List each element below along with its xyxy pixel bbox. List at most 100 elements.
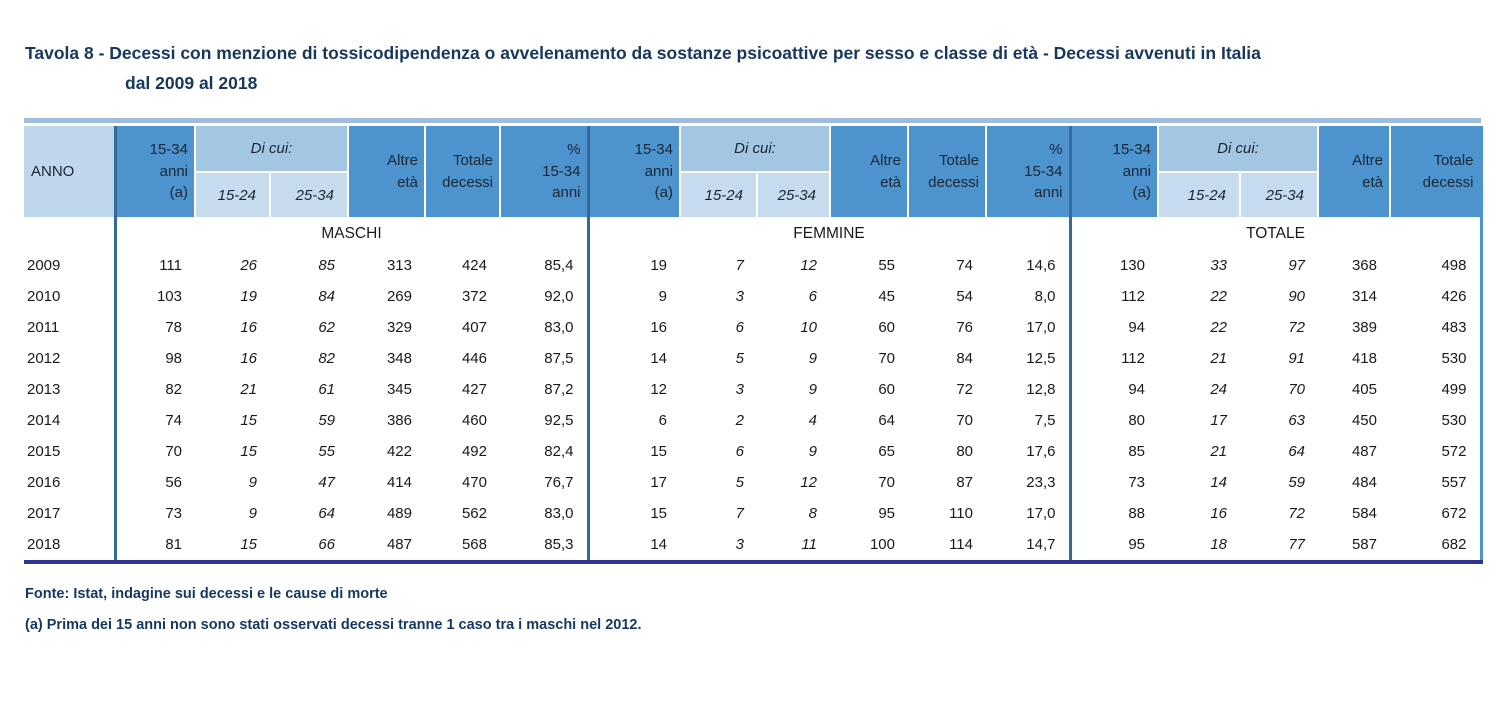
value-cell: 9 bbox=[808, 381, 817, 398]
value-cell: 19 bbox=[586, 250, 680, 281]
value-cell: 17 bbox=[586, 467, 680, 498]
value-cell: 9 bbox=[808, 350, 817, 367]
totale-altre-eta-header: Altre età bbox=[1318, 126, 1391, 217]
value-cell: 90 bbox=[1288, 288, 1305, 305]
value-cell: 389 bbox=[1351, 319, 1377, 336]
value-cell: 9 bbox=[248, 505, 257, 522]
value-cell: 499 bbox=[1390, 374, 1483, 405]
value-cell: 314 bbox=[1351, 288, 1377, 305]
femmine-age-15-34-header: 15-34 anni (a) bbox=[586, 126, 681, 217]
year-cell: 2017 bbox=[27, 505, 61, 522]
value-cell: 70 bbox=[1288, 381, 1305, 398]
maschi-sub-25-34-header: 25-34 bbox=[270, 172, 349, 217]
value-cell: 584 bbox=[1351, 505, 1377, 522]
value-cell: 12 bbox=[800, 474, 817, 491]
value-cell: 2 bbox=[735, 412, 744, 429]
value-cell: 446 bbox=[461, 350, 487, 367]
value-cell: 70 bbox=[878, 350, 895, 367]
value-cell: 12 bbox=[800, 257, 817, 274]
value-cell: 7,5 bbox=[1034, 412, 1056, 429]
value-cell: 76,7 bbox=[544, 474, 574, 491]
value-cell: 487 bbox=[386, 536, 412, 553]
value-cell: 427 bbox=[461, 381, 487, 398]
value-cell: 21 bbox=[1210, 443, 1227, 460]
value-cell: 424 bbox=[461, 257, 487, 274]
value-cell: 17,0 bbox=[1026, 505, 1056, 522]
value-cell: 6 bbox=[586, 405, 680, 436]
value-cell: 672 bbox=[1390, 498, 1483, 529]
value-cell: 492 bbox=[461, 443, 487, 460]
value-cell: 682 bbox=[1390, 529, 1483, 562]
section-label-spacer bbox=[24, 217, 115, 250]
value-cell: 6 bbox=[735, 319, 744, 336]
value-cell: 92,5 bbox=[544, 412, 574, 429]
section-label-maschi: MASCHI bbox=[113, 217, 588, 250]
value-cell: 59 bbox=[1288, 474, 1305, 491]
value-cell: 7 bbox=[735, 505, 744, 522]
value-cell: 63 bbox=[1288, 412, 1305, 429]
value-cell: 15 bbox=[586, 436, 680, 467]
value-cell: 56 bbox=[113, 467, 195, 498]
value-cell: 11 bbox=[801, 536, 817, 553]
section-label-femmine: FEMMINE bbox=[586, 217, 1070, 250]
totale-sub-25-34-header: 25-34 bbox=[1240, 172, 1319, 217]
value-cell: 97 bbox=[1288, 257, 1305, 274]
value-cell: 130 bbox=[1068, 250, 1158, 281]
value-cell: 73 bbox=[113, 498, 195, 529]
value-cell: 572 bbox=[1390, 436, 1483, 467]
femmine-altre-eta-header: Altre età bbox=[830, 126, 909, 217]
value-cell: 450 bbox=[1351, 412, 1377, 429]
value-cell: 17 bbox=[1210, 412, 1227, 429]
femmine-totale-decessi-header: Totale decessi bbox=[908, 126, 987, 217]
value-cell: 15 bbox=[240, 536, 257, 553]
value-cell: 3 bbox=[735, 288, 744, 305]
value-cell: 14,6 bbox=[1026, 257, 1056, 274]
table-title-line2: dal 2009 al 2018 bbox=[125, 73, 258, 93]
value-cell: 74 bbox=[113, 405, 195, 436]
value-cell: 64 bbox=[878, 412, 895, 429]
table-row: 2013 82 21 61 345 427 87,2 12 3 9 60 72 12,8 94 24 70 40… bbox=[24, 374, 1483, 405]
value-cell: 372 bbox=[461, 288, 487, 305]
value-cell: 345 bbox=[386, 381, 412, 398]
value-cell: 9 bbox=[586, 281, 680, 312]
value-cell: 484 bbox=[1351, 474, 1377, 491]
value-cell: 88 bbox=[1068, 498, 1158, 529]
value-cell: 82 bbox=[318, 350, 335, 367]
maschi-age-15-34-header: 15-34 anni (a) bbox=[113, 126, 196, 217]
year-cell: 2012 bbox=[27, 350, 61, 367]
value-cell: 12,5 bbox=[1026, 350, 1056, 367]
value-cell: 426 bbox=[1390, 281, 1483, 312]
value-cell: 405 bbox=[1351, 381, 1377, 398]
value-cell: 74 bbox=[956, 257, 973, 274]
value-cell: 110 bbox=[949, 505, 973, 522]
value-cell: 3 bbox=[735, 536, 744, 553]
value-cell: 368 bbox=[1351, 257, 1377, 274]
value-cell: 498 bbox=[1390, 250, 1483, 281]
year-cell: 2018 bbox=[27, 536, 61, 553]
value-cell: 95 bbox=[878, 505, 895, 522]
report-page: Tavola 8 - Decessi con menzione di tossi… bbox=[0, 42, 1504, 706]
section-label-row: MASCHI FEMMINE TOTALE bbox=[24, 217, 1483, 250]
value-cell: 18 bbox=[1210, 536, 1227, 553]
femmine-pct-15-34-header: % 15-34 anni bbox=[986, 126, 1071, 217]
value-cell: 45 bbox=[878, 288, 895, 305]
value-cell: 418 bbox=[1351, 350, 1377, 367]
header-row-1: ANNO 15-34 anni (a) Di cui: Altre età To… bbox=[24, 126, 1483, 217]
value-cell: 6 bbox=[808, 288, 817, 305]
value-cell: 78 bbox=[113, 312, 195, 343]
table-row: 2010 103 19 84 269 372 92,0 9 3 6 45 54 8,0 112 22 90 31… bbox=[24, 281, 1483, 312]
value-cell: 80 bbox=[1068, 405, 1158, 436]
value-cell: 9 bbox=[248, 474, 257, 491]
value-cell: 8 bbox=[808, 505, 817, 522]
value-cell: 87,2 bbox=[544, 381, 574, 398]
value-cell: 4 bbox=[808, 412, 817, 429]
value-cell: 7 bbox=[735, 257, 744, 274]
value-cell: 94 bbox=[1068, 312, 1158, 343]
value-cell: 460 bbox=[461, 412, 487, 429]
value-cell: 91 bbox=[1288, 350, 1305, 367]
year-cell: 2010 bbox=[27, 288, 61, 305]
header-row-2: 15-24 25-34 15-24 25-34 15-24 25-34 bbox=[24, 172, 1481, 217]
value-cell: 84 bbox=[318, 288, 335, 305]
totale-totale-decessi-header: Totale decessi bbox=[1390, 126, 1483, 217]
value-cell: 47 bbox=[318, 474, 335, 491]
